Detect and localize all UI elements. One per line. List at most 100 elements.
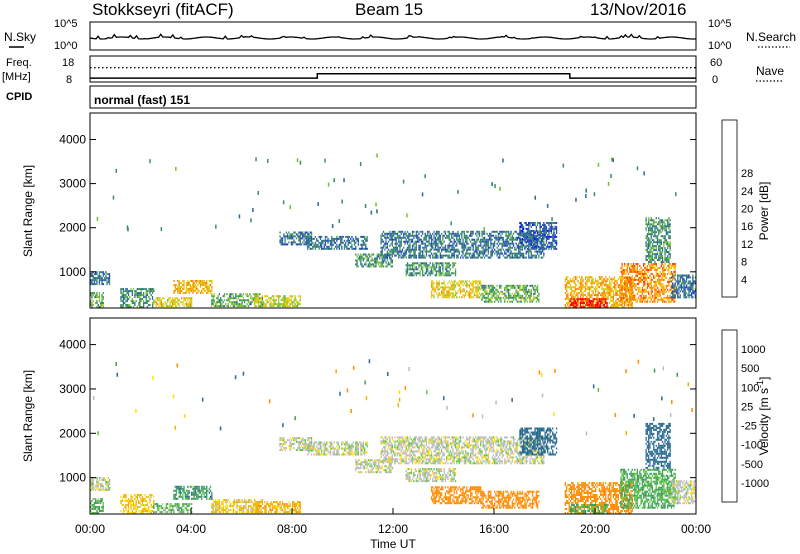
power-cell-4757: [668, 227, 670, 230]
power-cell-2903: [507, 288, 510, 291]
power-cell-1778: [453, 252, 455, 255]
power-cell-289: [154, 299, 156, 302]
power-cell-4616: [655, 235, 657, 238]
power-cell-497: [203, 287, 205, 290]
power-cell-802: [288, 305, 290, 308]
power-cell-4901: [691, 296, 693, 299]
power-cell-622: [239, 303, 241, 306]
power-cell-2909: [509, 288, 511, 291]
power-cell-4362: [661, 284, 664, 287]
power-cell-312: [163, 303, 165, 306]
power-cell-1863: [466, 250, 468, 253]
power-cell-2157: [510, 256, 512, 259]
power-cell-2776: [478, 280, 481, 283]
power-cell-2794: [483, 296, 486, 299]
power-cell-1335: [389, 250, 391, 253]
power-cell-917: [302, 231, 304, 234]
power-echo-9: [424, 174, 426, 179]
power-cell-2947: [518, 286, 520, 289]
power-cell-2303: [530, 236, 532, 239]
power-cell-3929: [600, 300, 602, 303]
power-cell-1715: [443, 234, 445, 237]
power-cell-152: [124, 302, 126, 304]
power-cell-702: [255, 305, 257, 308]
power-cell-4060: [631, 298, 633, 301]
power-cell-2216: [519, 254, 521, 257]
power-cell-3424: [579, 280, 582, 283]
power-cell-3093: [526, 224, 529, 226]
power-cell-4439: [670, 288, 673, 291]
power-cell-308: [162, 305, 164, 308]
power-cell-4424: [668, 263, 670, 265]
power-cell-1476: [409, 250, 411, 253]
power-cell-2808: [486, 300, 488, 303]
power-cell-2962: [521, 288, 524, 291]
power-cell-2410: [411, 274, 414, 277]
power-cell-4316: [656, 278, 659, 281]
power-cell-1556: [420, 250, 423, 253]
power-cell-3324: [567, 294, 569, 297]
power-cell-755: [273, 295, 275, 298]
power-cell-2578: [432, 280, 434, 283]
power-cell-3648: [608, 288, 611, 291]
power-cell-1552: [419, 238, 421, 241]
power-cell-2217: [519, 252, 521, 255]
power-cell-1549: [419, 248, 421, 251]
power-cell-2395: [406, 266, 409, 269]
power-cell-4774: [669, 225, 671, 228]
power-cell-4506: [646, 239, 649, 242]
power-cell-1346: [390, 234, 392, 237]
power-cell-1648: [434, 246, 436, 249]
power-cell-1766: [451, 232, 453, 235]
power-cell-1494: [411, 244, 414, 247]
power-cell-3602: [603, 300, 606, 303]
power-cell-1265: [388, 261, 390, 264]
power-cell-469: [196, 287, 198, 290]
power-cell-4662: [659, 221, 661, 224]
power-cell-1533: [417, 234, 419, 237]
power-cell-4197: [644, 270, 646, 273]
power-cell-2721: [468, 296, 471, 299]
power-cell-4359: [661, 290, 664, 293]
power-cell-2379: [543, 246, 545, 249]
power-cell-4741: [667, 233, 669, 236]
power-cell-4054: [630, 278, 632, 281]
power-cell-2941: [516, 284, 518, 287]
power-cell-1800: [456, 236, 458, 239]
power-cell-2744: [472, 282, 474, 285]
power-cell-2569: [430, 286, 433, 289]
power-cell-4629: [656, 235, 659, 238]
power-cell-1321: [386, 246, 388, 249]
power-cell-3623: [605, 276, 607, 279]
power-cell-1807: [457, 240, 459, 243]
power-cell-4519: [648, 243, 650, 246]
power-cell-3951: [620, 286, 622, 289]
power-cell-1804: [457, 254, 459, 257]
power-cell-533: [211, 295, 213, 298]
power-cell-3559: [597, 282, 599, 285]
power-cell-505: [206, 291, 208, 294]
power-cell-3168: [539, 247, 541, 250]
power-cell-1092: [347, 239, 349, 242]
power-cell-436: [187, 282, 189, 284]
power-cell-928: [305, 243, 308, 246]
power-cell-3765: [622, 282, 625, 285]
power-cell-3868: [577, 298, 579, 301]
power-cell-2261: [525, 244, 527, 247]
power-cell-1749: [448, 230, 450, 233]
power-cell-3635: [607, 298, 609, 301]
power-cell-2102: [502, 248, 505, 251]
power-cell-3021: [534, 290, 536, 293]
power-cell-2136: [506, 230, 508, 233]
power-cell-3008: [530, 284, 532, 287]
power-cell-1311: [385, 246, 387, 249]
power-cell-71: [108, 281, 111, 284]
power-cell-2755: [475, 280, 477, 283]
power-cell-909: [300, 243, 303, 246]
power-cell-2939: [516, 290, 518, 293]
power-cell-3136: [533, 222, 535, 224]
power-cell-2509: [439, 272, 441, 275]
power-cell-4712: [664, 235, 666, 238]
power-cell-4389: [664, 290, 666, 293]
power-cell-4113: [636, 278, 638, 281]
